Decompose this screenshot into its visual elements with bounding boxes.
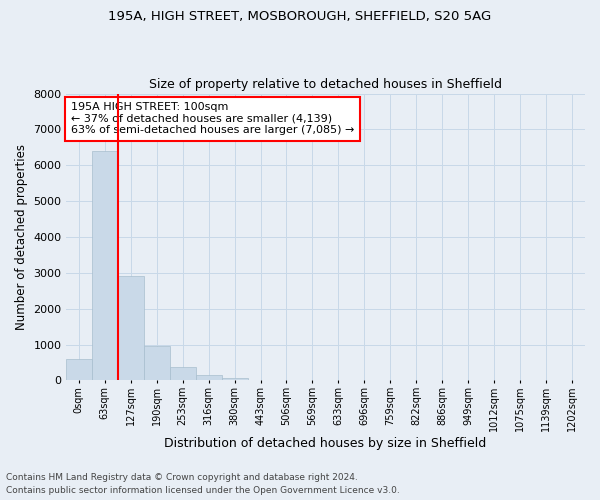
Text: 195A, HIGH STREET, MOSBOROUGH, SHEFFIELD, S20 5AG: 195A, HIGH STREET, MOSBOROUGH, SHEFFIELD… <box>109 10 491 23</box>
Bar <box>221 378 248 380</box>
Bar <box>196 376 221 380</box>
Bar <box>170 368 196 380</box>
Bar <box>66 359 92 380</box>
Bar <box>144 346 170 380</box>
Title: Size of property relative to detached houses in Sheffield: Size of property relative to detached ho… <box>149 78 502 91</box>
Y-axis label: Number of detached properties: Number of detached properties <box>15 144 28 330</box>
Bar <box>118 276 144 380</box>
Text: Contains HM Land Registry data © Crown copyright and database right 2024.
Contai: Contains HM Land Registry data © Crown c… <box>6 474 400 495</box>
X-axis label: Distribution of detached houses by size in Sheffield: Distribution of detached houses by size … <box>164 437 487 450</box>
Text: 195A HIGH STREET: 100sqm
← 37% of detached houses are smaller (4,139)
63% of sem: 195A HIGH STREET: 100sqm ← 37% of detach… <box>71 102 355 136</box>
Bar <box>92 151 118 380</box>
